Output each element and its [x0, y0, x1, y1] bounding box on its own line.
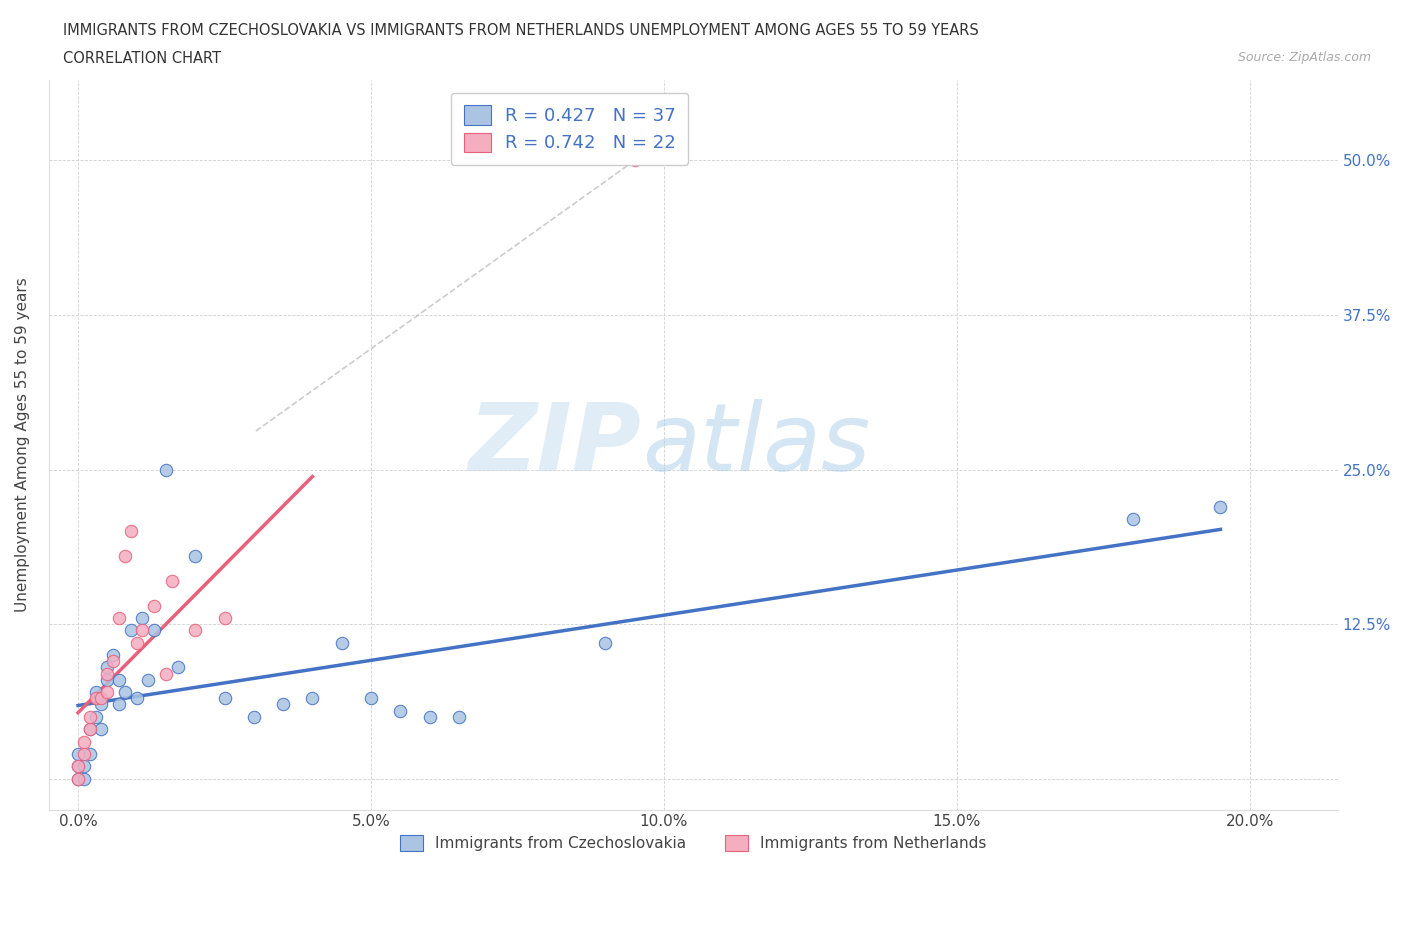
Point	[79, 747, 101, 762]
Point	[1209, 499, 1232, 514]
Point	[166, 660, 188, 675]
Point	[79, 722, 101, 737]
Point	[419, 710, 441, 724]
Point	[79, 722, 101, 737]
Point	[125, 691, 148, 706]
Point	[90, 691, 112, 706]
Point	[447, 710, 470, 724]
Text: CORRELATION CHART: CORRELATION CHART	[63, 51, 221, 66]
Point	[301, 691, 323, 706]
Point	[120, 623, 142, 638]
Point	[143, 623, 166, 638]
Point	[90, 697, 112, 711]
Point	[595, 635, 617, 650]
Point	[243, 710, 266, 724]
Point	[155, 666, 177, 681]
Point	[79, 710, 101, 724]
Point	[114, 549, 136, 564]
Legend: Immigrants from Czechoslovakia, Immigrants from Netherlands: Immigrants from Czechoslovakia, Immigran…	[391, 826, 995, 860]
Point	[67, 771, 90, 786]
Point	[131, 610, 153, 625]
Text: ZIP: ZIP	[468, 399, 641, 491]
Text: IMMIGRANTS FROM CZECHOSLOVAKIA VS IMMIGRANTS FROM NETHERLANDS UNEMPLOYMENT AMONG: IMMIGRANTS FROM CZECHOSLOVAKIA VS IMMIGR…	[63, 23, 979, 38]
Point	[90, 722, 112, 737]
Point	[214, 691, 236, 706]
Point	[143, 598, 166, 613]
Point	[96, 672, 118, 687]
Point	[96, 660, 118, 675]
Point	[271, 697, 294, 711]
Point	[184, 623, 207, 638]
Point	[108, 697, 131, 711]
Point	[96, 666, 118, 681]
Point	[623, 153, 645, 168]
Point	[108, 610, 131, 625]
Point	[96, 684, 118, 699]
Point	[103, 647, 125, 662]
Y-axis label: Unemployment Among Ages 55 to 59 years: Unemployment Among Ages 55 to 59 years	[15, 277, 30, 612]
Point	[184, 549, 207, 564]
Point	[103, 654, 125, 669]
Point	[84, 691, 107, 706]
Text: atlas: atlas	[641, 399, 870, 490]
Point	[1122, 512, 1144, 526]
Point	[67, 759, 90, 774]
Point	[73, 747, 96, 762]
Point	[67, 771, 90, 786]
Point	[67, 747, 90, 762]
Point	[214, 610, 236, 625]
Point	[330, 635, 353, 650]
Point	[114, 684, 136, 699]
Text: Source: ZipAtlas.com: Source: ZipAtlas.com	[1237, 51, 1371, 64]
Point	[131, 623, 153, 638]
Point	[389, 703, 412, 718]
Point	[125, 635, 148, 650]
Point	[108, 672, 131, 687]
Point	[360, 691, 382, 706]
Point	[73, 759, 96, 774]
Point	[67, 759, 90, 774]
Point	[155, 462, 177, 477]
Point	[73, 771, 96, 786]
Point	[160, 574, 183, 589]
Point	[138, 672, 160, 687]
Point	[120, 524, 142, 538]
Point	[84, 684, 107, 699]
Point	[84, 710, 107, 724]
Point	[73, 734, 96, 749]
